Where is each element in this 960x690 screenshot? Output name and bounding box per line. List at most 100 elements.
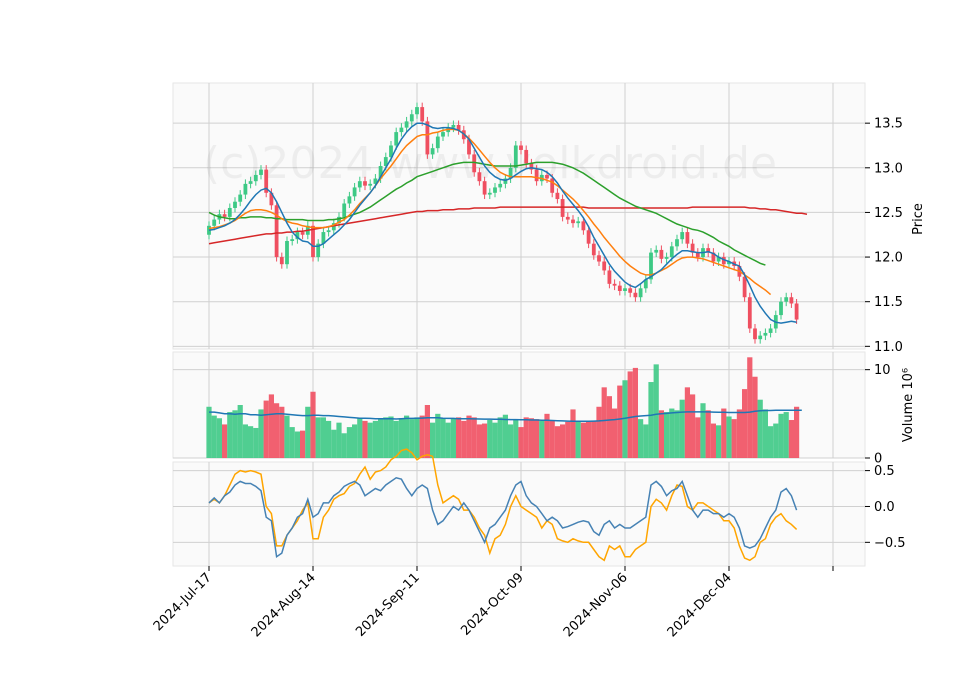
volume-bar bbox=[227, 412, 233, 458]
candle-up bbox=[331, 218, 336, 235]
candle-body bbox=[612, 283, 617, 286]
candle-body bbox=[529, 163, 534, 170]
volume-bar bbox=[783, 412, 789, 458]
candle-body bbox=[259, 169, 263, 175]
candle-body bbox=[513, 145, 518, 168]
candle-down bbox=[789, 292, 794, 308]
oscillator-y-tick-label: 0.5 bbox=[874, 464, 895, 479]
candle-body bbox=[576, 221, 581, 224]
volume-bar bbox=[456, 417, 462, 458]
price-y-tick-label: 13.5 bbox=[874, 117, 903, 132]
oscillator-orange-line bbox=[208, 448, 798, 562]
volume-bar bbox=[518, 427, 524, 458]
volume-axis-label: Volume 10⁶ bbox=[901, 368, 916, 442]
candle-body bbox=[238, 194, 243, 202]
candle-up bbox=[352, 182, 357, 201]
candle-body bbox=[560, 199, 565, 217]
volume-bar bbox=[492, 422, 498, 458]
candle-up bbox=[493, 182, 497, 198]
volume-bar bbox=[336, 422, 342, 458]
candle-body bbox=[467, 139, 471, 155]
volume-bar bbox=[664, 412, 670, 458]
volume-bar bbox=[398, 418, 404, 458]
volume-bar bbox=[716, 425, 722, 458]
candle-body bbox=[487, 192, 492, 195]
candle-up bbox=[259, 165, 263, 180]
volume-bar bbox=[632, 367, 638, 458]
volume-bar bbox=[523, 417, 529, 458]
volume-bar bbox=[352, 424, 358, 458]
candle-down bbox=[617, 281, 622, 296]
oscillator-y-tick-label: −0.5 bbox=[874, 536, 906, 551]
candle-body bbox=[623, 288, 627, 291]
candle-body bbox=[597, 255, 601, 262]
volume-bar bbox=[528, 418, 534, 458]
volume-bar bbox=[544, 413, 550, 458]
candle-body bbox=[430, 148, 435, 155]
volume-bar bbox=[248, 426, 254, 458]
volume-bar bbox=[508, 424, 514, 458]
candle-up bbox=[643, 274, 648, 293]
volume-bar bbox=[326, 420, 332, 458]
candle-up bbox=[503, 174, 508, 189]
candle-down bbox=[607, 265, 612, 289]
candle-up bbox=[498, 179, 503, 192]
candle-body bbox=[617, 285, 622, 291]
volume-bar bbox=[580, 422, 586, 458]
candle-body bbox=[347, 196, 352, 204]
candle-body bbox=[711, 252, 716, 262]
volume-bar bbox=[736, 409, 742, 458]
volume-bar bbox=[700, 403, 706, 458]
candle-body bbox=[378, 166, 383, 179]
candle-body bbox=[675, 239, 679, 247]
candle-body bbox=[456, 124, 461, 131]
volume-bar bbox=[450, 418, 456, 458]
volume-bar bbox=[362, 420, 368, 458]
moving-average-long-line bbox=[208, 161, 766, 266]
volume-bar bbox=[294, 431, 300, 458]
candle-body bbox=[404, 121, 409, 128]
volume-bar bbox=[372, 420, 378, 458]
candle-body bbox=[451, 124, 456, 128]
candle-body bbox=[472, 154, 477, 173]
candle-body bbox=[695, 252, 700, 258]
candle-up bbox=[394, 127, 399, 150]
candle-down bbox=[482, 176, 487, 200]
volume-bar bbox=[570, 409, 576, 458]
candle-body bbox=[290, 239, 295, 241]
candle-down bbox=[706, 243, 711, 258]
moving-average-mid-line bbox=[208, 128, 772, 296]
volume-bar bbox=[305, 406, 311, 458]
candle-down bbox=[477, 167, 482, 186]
candle-down bbox=[472, 149, 477, 177]
candle-down bbox=[264, 165, 269, 198]
volume-bar bbox=[622, 380, 628, 458]
x-tick-label: 2024-Dec-04 bbox=[665, 570, 735, 640]
candle-up bbox=[295, 227, 300, 244]
volume-bar bbox=[658, 410, 664, 458]
volume-bar bbox=[216, 418, 222, 458]
candle-body bbox=[493, 187, 497, 193]
candle-body bbox=[659, 249, 664, 259]
volume-bar bbox=[705, 410, 711, 458]
volume-bar bbox=[341, 433, 347, 458]
candle-up bbox=[513, 141, 518, 173]
volume-bar bbox=[253, 427, 259, 458]
volume-bar bbox=[263, 400, 269, 458]
volume-bar bbox=[471, 417, 477, 458]
volume-bar bbox=[289, 427, 295, 458]
candle-down bbox=[695, 248, 700, 262]
candle-body bbox=[768, 328, 773, 333]
volume-bar bbox=[726, 416, 732, 458]
candle-body bbox=[545, 174, 549, 179]
candle-body bbox=[342, 203, 347, 217]
candle-body bbox=[519, 145, 523, 150]
volume-bar bbox=[466, 415, 472, 458]
volume-bar bbox=[721, 408, 727, 458]
candle-body bbox=[753, 328, 757, 340]
volume-bar bbox=[487, 420, 493, 458]
candle-body bbox=[300, 232, 305, 235]
candle-down bbox=[560, 194, 565, 222]
volume-bar bbox=[414, 417, 420, 458]
candle-up bbox=[326, 225, 331, 237]
